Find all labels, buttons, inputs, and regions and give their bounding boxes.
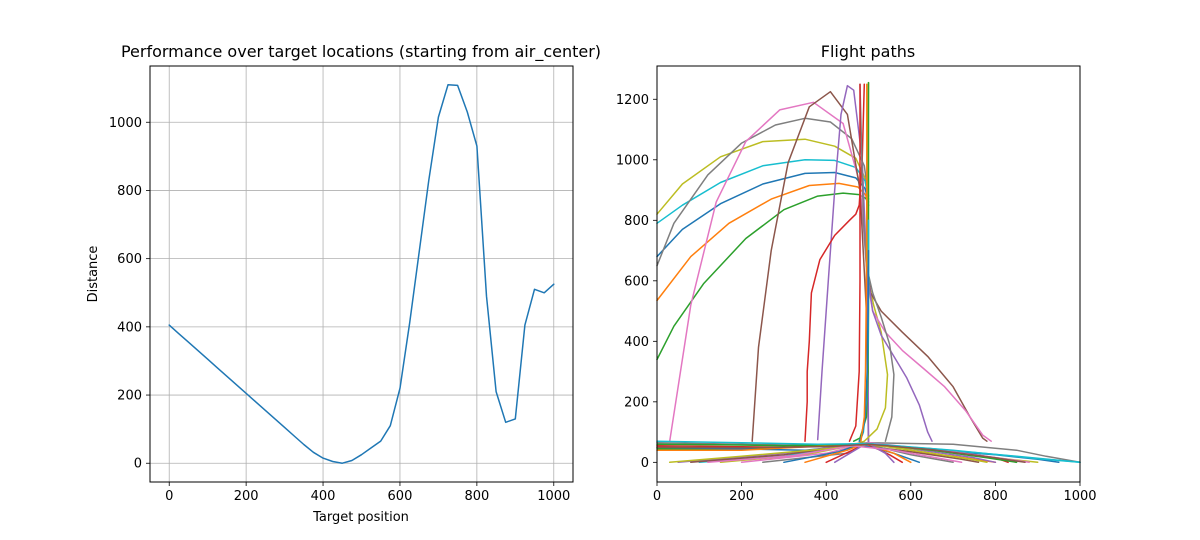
flight-paths-series-4 bbox=[656, 192, 870, 361]
flight-paths-series-38 bbox=[707, 444, 963, 464]
flight-paths-series-7 bbox=[751, 90, 870, 445]
performance-y-tick-label: 800 bbox=[117, 184, 142, 199]
performance-x-tick-label: 600 bbox=[388, 489, 413, 504]
flight-paths-y-tick-label: 1200 bbox=[616, 93, 649, 108]
flight-path-lines bbox=[656, 81, 1081, 464]
performance-frame bbox=[149, 65, 574, 483]
flight-paths-x-tick-label: 200 bbox=[729, 489, 754, 504]
performance-y-tick-label: 400 bbox=[117, 320, 142, 335]
performance-lines bbox=[168, 84, 555, 464]
flight-paths-series-12 bbox=[867, 286, 992, 442]
performance-grid bbox=[150, 66, 573, 482]
flight-paths-x-tick-label: 400 bbox=[814, 489, 839, 504]
flight-paths-series-9 bbox=[804, 83, 866, 442]
flight-paths-ticks: 0 200 400 600 800 1000 0 200 400 600 800 1000 1200 bbox=[616, 93, 1097, 504]
flight-paths-series-13 bbox=[867, 280, 933, 442]
flight-paths-y-tick-label: 0 bbox=[641, 456, 649, 471]
performance-y-tick-label: 600 bbox=[117, 252, 142, 267]
flight-paths-series-5 bbox=[656, 117, 870, 267]
performance-x-tick-label: 400 bbox=[311, 489, 336, 504]
flight-paths-y-tick-label: 400 bbox=[624, 335, 649, 350]
flight-paths-x-tick-label: 0 bbox=[653, 489, 661, 504]
performance-x-tick-label: 200 bbox=[234, 489, 259, 504]
flight-paths-y-tick-label: 800 bbox=[624, 214, 649, 229]
flight-paths-series-8 bbox=[816, 84, 870, 445]
flight-paths-y-tick-label: 1000 bbox=[616, 153, 649, 168]
flight-paths-frame bbox=[656, 65, 1081, 483]
flight-paths-series-2 bbox=[656, 171, 870, 258]
flight-paths-x-tick-label: 800 bbox=[983, 489, 1008, 504]
performance-x-axis-title: Target position bbox=[312, 510, 409, 525]
flight-paths-series-14 bbox=[859, 83, 895, 442]
chart-flight-paths: 0 200 400 600 800 1000 0 200 400 600 800 1000 1200 F… bbox=[616, 42, 1097, 504]
performance-ticks: 0 200 400 600 800 1000 0 200 400 600 800 1000 bbox=[109, 116, 570, 504]
flight-paths-title: Flight paths bbox=[821, 42, 915, 61]
performance-y-tick-label: 200 bbox=[117, 389, 142, 404]
performance-x-tick-label: 800 bbox=[464, 489, 489, 504]
chart-performance: 0 200 400 600 800 1000 0 200 400 600 800 1000 Perfo… bbox=[86, 42, 601, 525]
performance-y-axis-title: Distance bbox=[86, 246, 101, 303]
performance-x-tick-label: 0 bbox=[165, 489, 173, 504]
flight-paths-y-tick-label: 200 bbox=[624, 395, 649, 410]
performance-x-tick-label: 1000 bbox=[537, 489, 570, 504]
flight-paths-y-tick-label: 600 bbox=[624, 274, 649, 289]
performance-title: Performance over target locations (start… bbox=[121, 42, 601, 62]
flight-paths-x-tick-label: 600 bbox=[898, 489, 923, 504]
flight-paths-series-20 bbox=[656, 441, 1081, 464]
flight-paths-series-39 bbox=[656, 443, 1026, 464]
flight-paths-series-6 bbox=[668, 101, 870, 445]
flight-paths-series-19 bbox=[860, 83, 868, 442]
flight-paths-x-tick-label: 1000 bbox=[1063, 489, 1096, 504]
performance-y-tick-label: 1000 bbox=[109, 116, 142, 131]
performance-series-0 bbox=[168, 84, 555, 464]
performance-y-tick-label: 0 bbox=[134, 457, 142, 472]
flight-paths-series-16 bbox=[848, 83, 861, 442]
